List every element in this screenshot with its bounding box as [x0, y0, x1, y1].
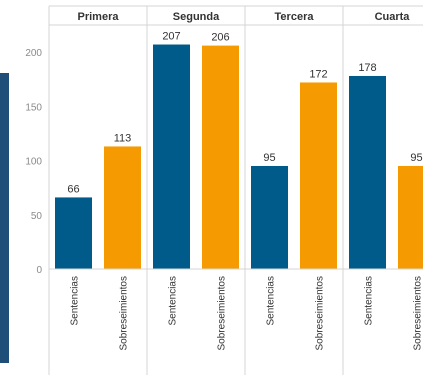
- x-tick-label: Sobreseimientos: [413, 276, 423, 350]
- bar-value-label: 206: [211, 32, 229, 44]
- bar-value-label: 207: [162, 31, 180, 43]
- x-tick-label: Sobreseimientos: [119, 276, 130, 350]
- panel-headers: Primera Segunda Tercera Cuarta: [78, 11, 411, 23]
- bar-value-label: 66: [67, 183, 79, 195]
- bar: [153, 44, 190, 269]
- panel-dividers: [48, 5, 423, 375]
- bar: [300, 82, 337, 269]
- x-tick-label: Sobreseimientos: [217, 276, 228, 350]
- x-tick-label: Sentencias: [266, 276, 277, 325]
- x-tick-label: Sentencias: [364, 276, 375, 325]
- panel-header: Segunda: [173, 11, 220, 23]
- bar-value-label: 172: [309, 68, 327, 80]
- value-labels: 66 113 207 206 95 172 178 95: [67, 31, 422, 196]
- left-decorative-strip: [0, 73, 9, 363]
- x-tick-label: Sentencias: [70, 276, 81, 325]
- bars: [55, 44, 423, 269]
- bar: [55, 197, 92, 269]
- bar-value-label: 95: [263, 152, 275, 164]
- panel-header: Tercera: [275, 11, 315, 23]
- bar-value-label: 113: [114, 132, 132, 144]
- y-tick-label: 200: [25, 48, 42, 59]
- y-tick-label: 150: [25, 102, 42, 113]
- x-tick-label: Sentencias: [168, 276, 179, 325]
- y-axis: 0 50 100 150 200: [25, 48, 42, 276]
- panel-header: Primera: [78, 11, 120, 23]
- y-tick-label: 100: [25, 157, 42, 168]
- panel-backgrounds: [49, 6, 423, 25]
- bar: [349, 75, 386, 269]
- y-tick-label: 50: [31, 211, 43, 222]
- bar-value-label: 95: [410, 152, 422, 164]
- bar: [104, 146, 141, 269]
- x-tick-label: Sobreseimientos: [315, 276, 326, 350]
- bar: [202, 45, 239, 269]
- y-tick-label: 0: [36, 265, 42, 276]
- panel-header: Cuarta: [375, 11, 411, 23]
- bar: [251, 165, 288, 269]
- x-tick-labels: Sentencias Sobreseimientos Sentencias Sobre…: [70, 276, 423, 350]
- bar: [398, 165, 423, 269]
- header-band: [49, 6, 423, 25]
- bar-value-label: 178: [358, 62, 376, 74]
